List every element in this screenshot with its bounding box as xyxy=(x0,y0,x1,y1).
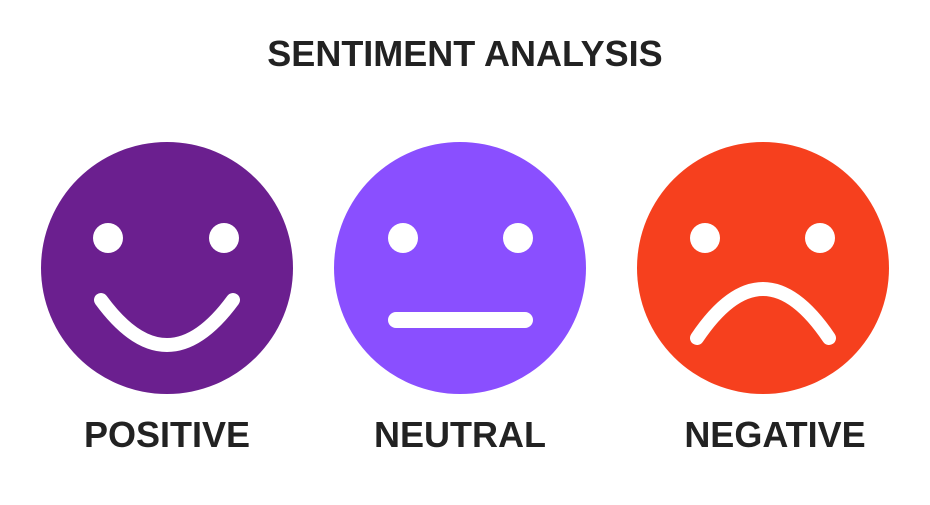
eye xyxy=(93,223,123,253)
positive-face xyxy=(41,142,293,394)
mouth xyxy=(690,282,836,345)
face-label: POSITIVE xyxy=(84,414,250,455)
eye xyxy=(503,223,533,253)
mouth xyxy=(94,293,240,352)
eye xyxy=(209,223,239,253)
face-circle xyxy=(334,142,586,394)
eye xyxy=(690,223,720,253)
face-label: NEUTRAL xyxy=(374,414,546,455)
face-label: NEGATIVE xyxy=(684,414,865,455)
face-circle xyxy=(637,142,889,394)
face-circle xyxy=(41,142,293,394)
eye xyxy=(805,223,835,253)
title: SENTIMENT ANALYSIS xyxy=(267,33,662,74)
negative-face xyxy=(637,142,889,394)
neutral-face xyxy=(334,142,586,394)
eye xyxy=(388,223,418,253)
